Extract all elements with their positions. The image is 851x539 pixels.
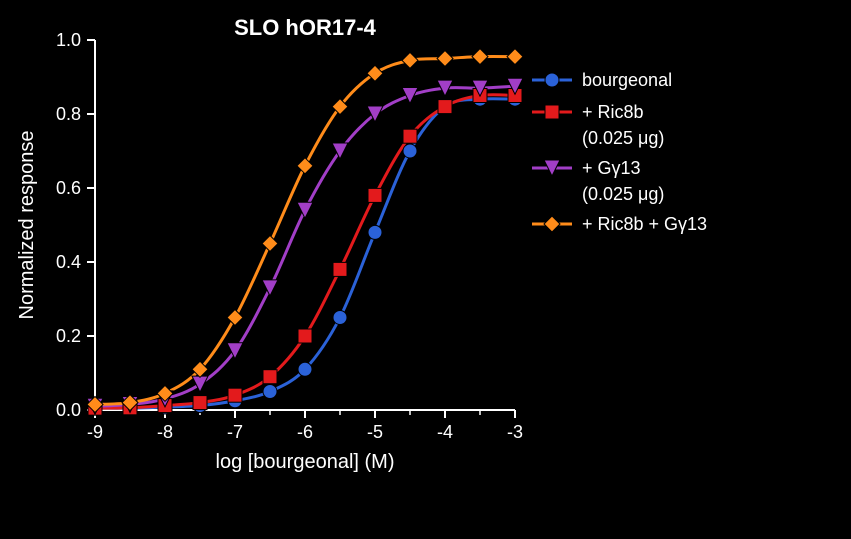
- x-tick-label: -9: [87, 422, 103, 442]
- chart-background: [0, 0, 851, 539]
- point-marker: [298, 329, 312, 343]
- dose-response-chart: SLO hOR17-4 -9 -8 -7 -6 -5 -4 -3 0.0 0.2 0.4 0.6 0.8…: [0, 0, 851, 539]
- x-tick-label: -6: [297, 422, 313, 442]
- x-tick-label: -3: [507, 422, 523, 442]
- legend-sublabel-ggamma13: (0.025 μg): [582, 184, 664, 204]
- point-marker: [263, 370, 277, 384]
- point-marker: [298, 362, 312, 376]
- y-tick-label: 0.6: [56, 178, 81, 198]
- point-marker: [545, 105, 559, 119]
- point-marker: [545, 73, 559, 87]
- x-axis-label: log [bourgeonal] (M): [216, 451, 395, 473]
- x-tick-label: -8: [157, 422, 173, 442]
- point-marker: [403, 129, 417, 143]
- y-tick-label: 1.0: [56, 30, 81, 50]
- point-marker: [263, 385, 277, 399]
- point-marker: [333, 262, 347, 276]
- legend-label-both: + Ric8b + Gγ13: [582, 214, 707, 234]
- legend-label-ric8b: + Ric8b: [582, 102, 644, 122]
- point-marker: [368, 225, 382, 239]
- legend-sublabel-ric8b: (0.025 μg): [582, 128, 664, 148]
- point-marker: [438, 100, 452, 114]
- y-axis-label: Normalized response: [16, 131, 38, 320]
- point-marker: [333, 311, 347, 325]
- point-marker: [403, 144, 417, 158]
- y-tick-label: 0.8: [56, 104, 81, 124]
- chart-title: SLO hOR17-4: [234, 15, 377, 40]
- x-tick-label: -5: [367, 422, 383, 442]
- legend-label-bourgeonal: bourgeonal: [582, 70, 672, 90]
- legend-label-ggamma13: + Gγ13: [582, 158, 641, 178]
- point-marker: [193, 396, 207, 410]
- y-tick-label: 0.2: [56, 326, 81, 346]
- point-marker: [228, 388, 242, 402]
- y-tick-label: 0.4: [56, 252, 81, 272]
- y-tick-label: 0.0: [56, 400, 81, 420]
- x-tick-label: -4: [437, 422, 453, 442]
- x-tick-label: -7: [227, 422, 243, 442]
- point-marker: [368, 188, 382, 202]
